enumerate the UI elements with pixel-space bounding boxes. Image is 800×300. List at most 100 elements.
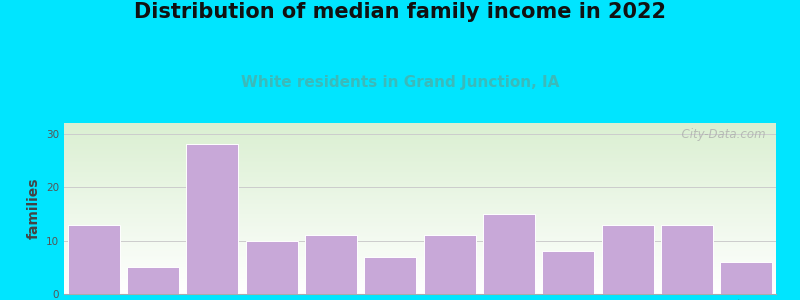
Bar	[64, 293, 776, 294]
Bar	[64, 286, 776, 287]
Bar	[64, 235, 776, 236]
Bar	[64, 142, 776, 143]
Bar	[64, 151, 776, 152]
Bar	[64, 164, 776, 165]
Bar	[64, 250, 776, 251]
Bar	[64, 129, 776, 130]
Bar	[186, 144, 238, 294]
Bar	[64, 285, 776, 286]
Bar	[64, 253, 776, 254]
Bar	[64, 214, 776, 215]
Bar	[64, 159, 776, 160]
Bar	[127, 267, 179, 294]
Bar	[64, 167, 776, 168]
Bar	[64, 207, 776, 208]
Bar	[64, 153, 776, 154]
Bar	[64, 148, 776, 149]
Bar	[64, 182, 776, 183]
Bar	[64, 137, 776, 138]
Bar	[64, 246, 776, 247]
Bar	[64, 190, 776, 191]
Bar	[64, 134, 776, 135]
Bar	[64, 242, 776, 243]
Bar	[64, 189, 776, 190]
Text: Distribution of median family income in 2022: Distribution of median family income in …	[134, 2, 666, 22]
Bar	[64, 223, 776, 224]
Bar	[64, 194, 776, 195]
Bar	[64, 169, 776, 170]
Bar	[64, 163, 776, 164]
Bar	[64, 280, 776, 281]
Bar	[64, 291, 776, 292]
Bar	[64, 272, 776, 273]
Bar	[64, 171, 776, 172]
Y-axis label: families: families	[26, 178, 41, 239]
Bar	[64, 292, 776, 293]
Bar	[64, 191, 776, 192]
Bar	[64, 220, 776, 221]
Bar	[64, 232, 776, 233]
Bar	[64, 281, 776, 282]
Bar	[423, 235, 476, 294]
Bar	[483, 214, 535, 294]
Bar	[64, 136, 776, 137]
Bar	[64, 263, 776, 264]
Bar	[64, 237, 776, 238]
Bar	[64, 145, 776, 146]
Bar	[64, 271, 776, 272]
Text: City-Data.com: City-Data.com	[674, 128, 766, 141]
Bar	[64, 219, 776, 220]
Bar	[64, 247, 776, 248]
Bar	[64, 132, 776, 133]
Bar	[64, 215, 776, 216]
Bar	[64, 213, 776, 214]
Bar	[64, 288, 776, 289]
Bar	[64, 260, 776, 261]
Bar	[64, 222, 776, 223]
Bar	[64, 188, 776, 189]
Bar	[64, 195, 776, 196]
Bar	[64, 259, 776, 260]
Bar	[64, 258, 776, 259]
Bar	[64, 135, 776, 136]
Bar	[64, 261, 776, 262]
Bar	[64, 255, 776, 256]
Bar	[661, 224, 713, 294]
Bar	[64, 147, 776, 148]
Bar	[64, 160, 776, 161]
Bar	[64, 206, 776, 207]
Bar	[64, 126, 776, 127]
Bar	[64, 125, 776, 126]
Bar	[64, 269, 776, 270]
Bar	[64, 264, 776, 265]
Bar	[64, 277, 776, 278]
Bar	[64, 231, 776, 232]
Bar	[64, 178, 776, 179]
Bar	[64, 202, 776, 203]
Bar	[64, 198, 776, 199]
Bar	[64, 217, 776, 218]
Bar	[64, 233, 776, 234]
Bar	[246, 241, 298, 294]
Bar	[64, 138, 776, 139]
Bar	[64, 252, 776, 253]
Bar	[64, 270, 776, 271]
Bar	[64, 226, 776, 227]
Bar	[64, 139, 776, 140]
Bar	[64, 130, 776, 131]
Bar	[64, 238, 776, 239]
Bar	[64, 179, 776, 180]
Bar	[64, 174, 776, 175]
Bar	[64, 211, 776, 212]
Bar	[64, 204, 776, 205]
Bar	[64, 274, 776, 275]
Bar	[64, 256, 776, 257]
Bar	[64, 289, 776, 290]
Bar	[720, 262, 773, 294]
Bar	[64, 251, 776, 252]
Bar	[64, 146, 776, 147]
Bar	[64, 262, 776, 263]
Bar	[64, 245, 776, 246]
Bar	[64, 243, 776, 244]
Bar	[64, 175, 776, 176]
